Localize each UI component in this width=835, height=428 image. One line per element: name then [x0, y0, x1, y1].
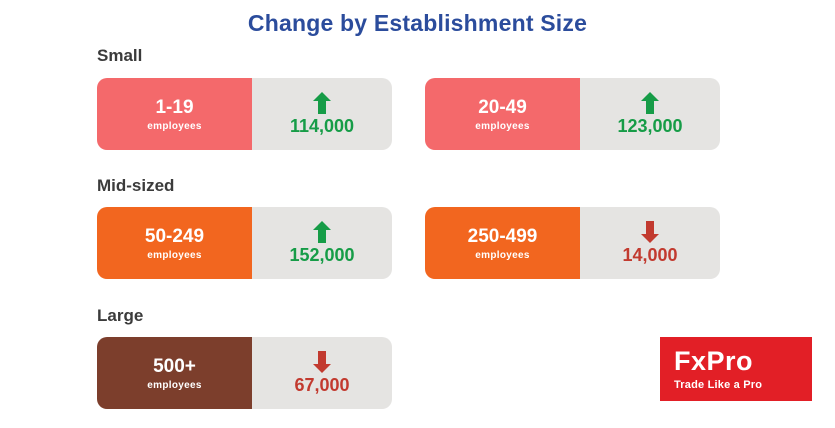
employee-unit-label: employees [147, 379, 202, 391]
change-value: 14,000 [622, 244, 678, 265]
range-block: 20-49 employees [425, 78, 580, 150]
change-value-block: 67,000 [252, 337, 392, 409]
card-500-plus: 500+ employees 67,000 [97, 337, 392, 409]
section-label-mid-sized: Mid-sized [97, 176, 175, 195]
range-block: 50-249 employees [97, 207, 252, 279]
employee-range: 250-499 [467, 225, 538, 247]
employee-unit-label: employees [475, 249, 530, 261]
change-value: 152,000 [289, 244, 355, 265]
change-value-block: 14,000 [580, 207, 720, 279]
fxpro-logo-tagline: Trade Like a Pro [674, 378, 763, 391]
change-value-block: 152,000 [252, 207, 392, 279]
change-value: 123,000 [617, 115, 683, 136]
range-block: 1-19 employees [97, 78, 252, 150]
row-mid-sized: 50-249 employees 152,000 250-499 employe… [97, 207, 720, 279]
fxpro-logo-brand: FxPro [674, 345, 754, 376]
arrow-up-icon [313, 91, 331, 114]
employee-unit-label: employees [147, 249, 202, 261]
card-50-249: 50-249 employees 152,000 [97, 207, 392, 279]
change-value-block: 114,000 [252, 78, 392, 150]
range-block: 250-499 employees [425, 207, 580, 279]
page-title: Change by Establishment Size [247, 10, 588, 36]
row-large: 500+ employees 67,000 [97, 337, 392, 409]
card-1-19: 1-19 employees 114,000 [97, 78, 392, 150]
arrow-up-icon [641, 91, 659, 114]
employee-range: 50-249 [144, 225, 205, 247]
arrow-up-icon [313, 220, 331, 243]
arrow-down-icon [641, 220, 659, 243]
change-value: 114,000 [289, 115, 355, 136]
employee-range: 500+ [153, 355, 196, 377]
card-250-499: 250-499 employees 14,000 [425, 207, 720, 279]
card-20-49: 20-49 employees 123,000 [425, 78, 720, 150]
arrow-down-icon [313, 350, 331, 373]
row-small: 1-19 employees 114,000 20-49 employees 1… [97, 78, 720, 150]
employee-range: 1-19 [155, 96, 194, 118]
change-value: 67,000 [294, 374, 350, 395]
section-label-small: Small [97, 46, 143, 65]
range-block: 500+ employees [97, 337, 252, 409]
fxpro-logo: FxPro Trade Like a Pro [660, 337, 812, 401]
employee-unit-label: employees [147, 120, 202, 132]
employee-range: 20-49 [478, 96, 527, 118]
section-label-large: Large [97, 306, 144, 325]
change-value-block: 123,000 [580, 78, 720, 150]
employee-unit-label: employees [475, 120, 530, 132]
